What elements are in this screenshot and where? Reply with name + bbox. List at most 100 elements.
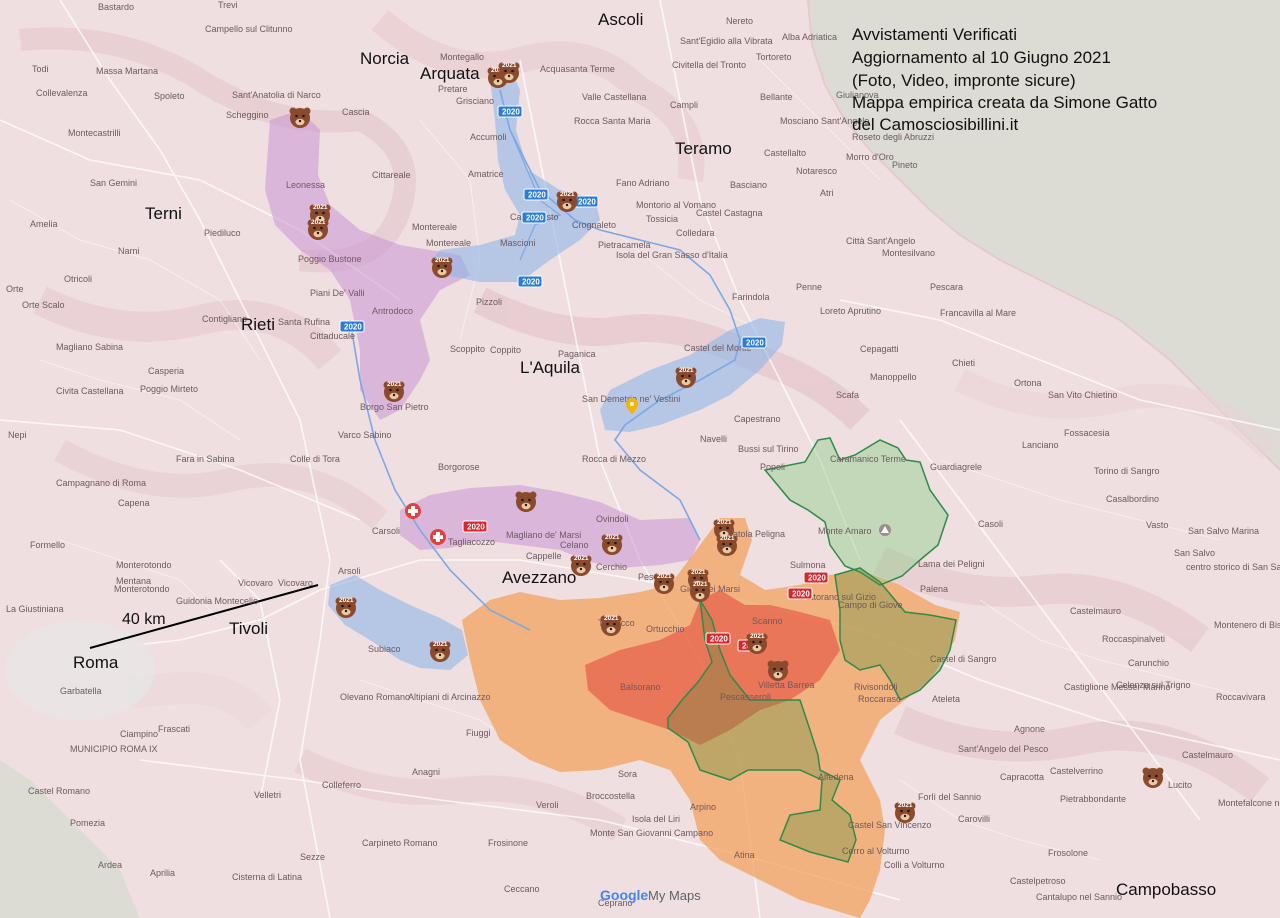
bear-icon[interactable] xyxy=(515,491,537,513)
city-labels: Ascoli Norcia Arquata Teramo Terni Rieti… xyxy=(73,10,1216,899)
bear-icon[interactable] xyxy=(767,660,789,682)
place-label: Palena xyxy=(920,584,948,594)
place-label: Castel San Vincenzo xyxy=(848,820,931,830)
place-label: La Giustiniana xyxy=(6,604,64,614)
location-pin[interactable] xyxy=(626,398,638,414)
place-label: Magliano Sabina xyxy=(56,342,123,352)
year-badge[interactable]: 2020 xyxy=(517,275,543,288)
place-label: Castel del Monte xyxy=(684,343,752,353)
year-badge[interactable]: 2020 xyxy=(787,587,813,600)
bear-icon[interactable]: 2021 xyxy=(307,219,329,240)
place-label: Montenero di Bisaccia xyxy=(1214,620,1280,630)
bear-icon[interactable]: 2021 xyxy=(716,535,738,556)
svg-text:2021: 2021 xyxy=(387,381,402,388)
bear-icon[interactable]: 2021 xyxy=(601,534,623,555)
bear-icon[interactable]: 2021 xyxy=(894,802,916,823)
place-label: Castelpetroso xyxy=(1010,876,1066,886)
bear-icon[interactable]: 2021 xyxy=(335,597,357,618)
bear-icon[interactable]: 2021 xyxy=(746,633,768,654)
year-badge[interactable]: 2020 xyxy=(497,105,523,118)
place-label: Rocca Santa Maria xyxy=(574,116,651,126)
svg-text:2020: 2020 xyxy=(710,635,728,644)
bear-icon[interactable]: 2021 xyxy=(556,191,578,212)
svg-text:2020: 2020 xyxy=(808,574,826,583)
year-badge[interactable]: 2020 xyxy=(462,520,488,533)
bear-icon[interactable]: 2021 xyxy=(675,367,697,388)
svg-text:2020: 2020 xyxy=(792,590,810,599)
peak-marker[interactable]: Monte Amaro xyxy=(818,524,891,536)
place-label: Valle Castellana xyxy=(582,92,646,102)
svg-text:2020: 2020 xyxy=(528,191,546,200)
year-badge[interactable]: 2020 xyxy=(705,632,731,645)
svg-text:2021: 2021 xyxy=(433,641,448,648)
bear-icon[interactable] xyxy=(1142,767,1164,789)
place-label: Arpino xyxy=(690,802,716,812)
year-badge[interactable]: 2020 xyxy=(523,188,549,201)
svg-text:2020: 2020 xyxy=(344,323,362,332)
place-label: Ceprano xyxy=(598,898,633,908)
year-badge[interactable]: 2020 xyxy=(339,320,365,333)
svg-text:2021: 2021 xyxy=(691,569,706,576)
route-line-laga xyxy=(509,129,562,261)
place-label: San Salvo xyxy=(1174,548,1215,558)
svg-text:2020: 2020 xyxy=(522,278,540,287)
city-label-teramo: Teramo xyxy=(675,139,732,158)
place-label: Mentana xyxy=(116,576,151,586)
place-label: Fossacesia xyxy=(1064,428,1110,438)
svg-text:2020: 2020 xyxy=(467,523,485,532)
bear-icon[interactable]: 2021 xyxy=(713,519,735,540)
bear-icon[interactable]: 2021 xyxy=(431,257,453,278)
year-badge[interactable]: 2020 xyxy=(521,211,547,224)
place-label: Coppito xyxy=(490,345,521,355)
place-label: Amatrice xyxy=(468,169,504,179)
place-label: Anagni xyxy=(412,767,440,777)
hospital-icon[interactable] xyxy=(405,503,421,519)
place-label: Piani De' Valli xyxy=(310,288,365,298)
place-label: Pietracamela xyxy=(598,240,651,250)
place-label: Arsoli xyxy=(338,566,361,576)
bear-icon[interactable]: 2021 xyxy=(429,641,451,662)
svg-text:2020: 2020 xyxy=(746,339,764,348)
bear-icon[interactable]: 2021 xyxy=(689,581,711,602)
place-label: Campo di Giove xyxy=(838,600,903,610)
place-label: Contigliano xyxy=(202,314,247,324)
bear-icon[interactable]: 2021 xyxy=(600,615,622,636)
place-label: Cepagatti xyxy=(860,344,899,354)
place-label: Olevano Romano xyxy=(340,692,410,702)
place-label: Sulmona xyxy=(790,560,826,570)
svg-text:2021: 2021 xyxy=(313,204,328,211)
place-label: Otricoli xyxy=(64,274,92,284)
place-label: Civitella del Tronto xyxy=(672,60,746,70)
place-label: Pietrabbondante xyxy=(1060,794,1126,804)
place-label: Giulianova xyxy=(836,90,879,100)
place-label: Montereale xyxy=(412,222,457,232)
bear-markers: 2021 2021 2021 2021 2021 2021 2021 2021 … xyxy=(289,62,1164,823)
place-label: Balsorano xyxy=(620,682,661,692)
place-label: Pineto xyxy=(892,160,918,170)
info-line: del Camosciosibillini.it xyxy=(852,115,1019,134)
bear-icon[interactable] xyxy=(289,107,311,129)
place-label: Orte xyxy=(6,284,24,294)
svg-text:2021: 2021 xyxy=(750,633,765,640)
year-badge[interactable]: 2020 xyxy=(573,195,599,208)
place-label: Montereale xyxy=(426,238,471,248)
place-label: Colli a Volturno xyxy=(884,860,945,870)
bear-icon[interactable]: 2021 xyxy=(653,573,675,594)
year-badge[interactable]: 2020 xyxy=(741,336,767,349)
place-label: Broccostella xyxy=(586,791,635,801)
hospital-icon[interactable] xyxy=(430,529,446,545)
place-label: Sezze xyxy=(300,852,325,862)
place-label: Santa Rufina xyxy=(278,317,330,327)
city-label-avezzano: Avezzano xyxy=(502,568,576,587)
bear-icon[interactable]: 2021 xyxy=(498,62,520,83)
place-label: Cascia xyxy=(342,107,370,117)
bear-icon[interactable]: 2021 xyxy=(570,555,592,576)
year-badge[interactable]: 2020 xyxy=(803,571,829,584)
place-label: Colledara xyxy=(676,228,715,238)
place-label: Montorio al Vomano xyxy=(636,200,716,210)
place-label: Agnone xyxy=(1014,724,1045,734)
bear-icon[interactable]: 2021 xyxy=(383,381,405,402)
place-label: Basciano xyxy=(730,180,767,190)
place-label: Lama dei Peligni xyxy=(918,559,985,569)
